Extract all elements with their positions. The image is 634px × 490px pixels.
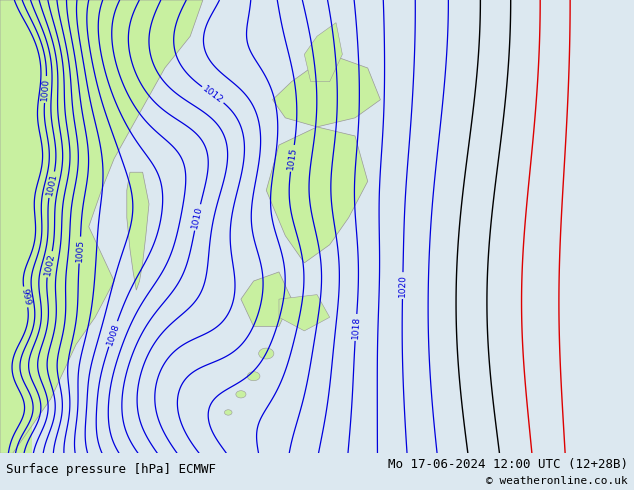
Text: 1020: 1020 bbox=[398, 274, 408, 297]
Circle shape bbox=[224, 410, 232, 415]
Text: 1000: 1000 bbox=[41, 78, 51, 101]
Polygon shape bbox=[241, 272, 292, 326]
Text: 1002: 1002 bbox=[42, 252, 56, 276]
Text: 999: 999 bbox=[20, 288, 32, 306]
Text: 1018: 1018 bbox=[351, 316, 361, 339]
Circle shape bbox=[259, 348, 274, 359]
Text: © weatheronline.co.uk: © weatheronline.co.uk bbox=[486, 476, 628, 486]
Text: 1010: 1010 bbox=[191, 205, 204, 230]
Text: 1001: 1001 bbox=[45, 172, 58, 197]
Polygon shape bbox=[279, 294, 330, 331]
Polygon shape bbox=[273, 54, 380, 127]
Text: 1005: 1005 bbox=[75, 238, 85, 262]
Polygon shape bbox=[0, 0, 203, 453]
Text: Surface pressure [hPa] ECMWF: Surface pressure [hPa] ECMWF bbox=[6, 463, 216, 476]
Text: 1012: 1012 bbox=[201, 84, 225, 105]
Polygon shape bbox=[266, 127, 368, 263]
Text: 1008: 1008 bbox=[105, 321, 121, 346]
Polygon shape bbox=[0, 0, 32, 453]
Circle shape bbox=[236, 391, 246, 398]
Text: Mo 17-06-2024 12:00 UTC (12+28B): Mo 17-06-2024 12:00 UTC (12+28B) bbox=[387, 458, 628, 471]
Text: 1015: 1015 bbox=[287, 147, 299, 171]
Polygon shape bbox=[304, 23, 342, 82]
Polygon shape bbox=[127, 172, 149, 290]
Circle shape bbox=[247, 371, 260, 381]
